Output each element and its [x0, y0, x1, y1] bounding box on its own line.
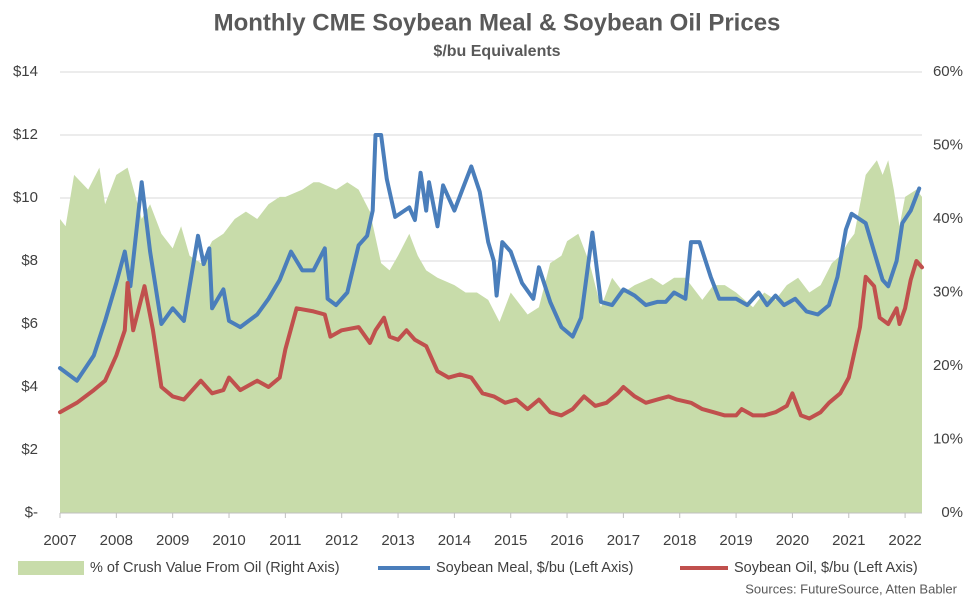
x-tick-label: 2013	[381, 532, 414, 549]
legend-label: Soybean Oil, $/bu (Left Axis)	[734, 560, 918, 576]
y-tick-label: $4	[21, 378, 38, 395]
line	[58, 259, 924, 421]
x-tick-label: 2019	[719, 532, 752, 549]
x-tick-label: 2009	[156, 532, 189, 549]
chart-subtitle: $/bu Equivalents	[433, 43, 560, 60]
y2-tick-label: 50%	[933, 136, 963, 153]
y2-tick-label: 10%	[933, 430, 963, 447]
y2-tick-label: 60%	[933, 63, 963, 80]
y-tick-label: $10	[13, 189, 38, 206]
x-tick-label: 2012	[325, 532, 358, 549]
legend-label: % of Crush Value From Oil (Right Axis)	[90, 560, 340, 576]
x-tick-label: 2014	[438, 532, 471, 549]
x-tick-label: 2018	[663, 532, 696, 549]
area	[60, 160, 922, 513]
x-tick-label: 2017	[607, 532, 640, 549]
x-tick-label: 2008	[100, 532, 133, 549]
y-tick-label: $6	[21, 315, 38, 332]
y-tick-label: $14	[13, 63, 38, 80]
x-tick-label: 2011	[269, 532, 301, 549]
y2-tick-label: 20%	[933, 357, 963, 374]
x-tick-label: 2010	[212, 532, 245, 549]
y-tick-label: $-	[25, 504, 38, 521]
x-tick-label: 2021	[832, 532, 865, 549]
x-tick-label: 2007	[43, 532, 76, 549]
x-tick-label: 2020	[776, 532, 809, 549]
x-tick-label: 2022	[888, 532, 921, 549]
line	[58, 133, 922, 383]
x-tick-label: 2015	[494, 532, 527, 549]
y-tick-label: $8	[21, 252, 38, 269]
y2-tick-label: 0%	[941, 504, 963, 521]
y-tick-label: $12	[13, 126, 38, 143]
source-note: Sources: FutureSource, Atten Babler	[745, 581, 957, 596]
y-tick-label: $2	[21, 441, 38, 458]
legend-swatch	[18, 561, 84, 575]
y2-tick-label: 30%	[933, 283, 963, 300]
y2-tick-label: 40%	[933, 210, 963, 227]
legend-label: Soybean Meal, $/bu (Left Axis)	[436, 560, 633, 576]
x-tick-label: 2016	[550, 532, 583, 549]
chart-title: Monthly CME Soybean Meal & Soybean Oil P…	[214, 9, 781, 36]
